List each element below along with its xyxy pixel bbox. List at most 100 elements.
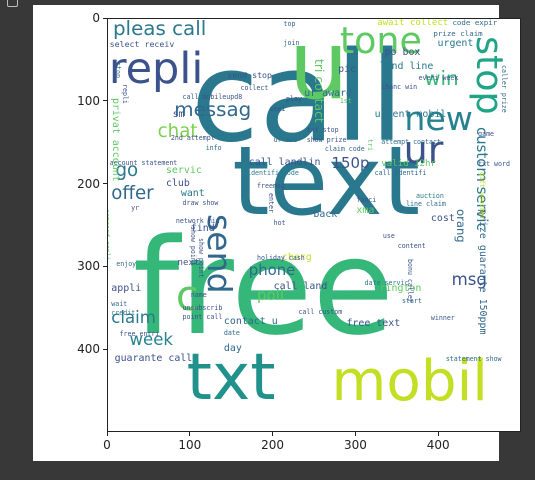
word-40: send stop xyxy=(227,70,273,81)
word-5: u xyxy=(288,18,349,121)
word-57: day xyxy=(223,342,242,354)
word-112: bonu caller xyxy=(405,259,414,303)
word-68: ur mob xyxy=(273,136,298,145)
y-tick-mark xyxy=(103,183,107,185)
word-96: date xyxy=(223,328,240,337)
word-101: game xyxy=(478,129,495,138)
y-tick-label: 400 xyxy=(77,342,100,357)
x-tick-mark xyxy=(354,432,356,436)
word-52: charg xyxy=(281,252,312,264)
word-82: network min xyxy=(175,216,220,225)
word-2: text xyxy=(232,126,421,237)
x-tick-mark xyxy=(189,432,191,436)
word-1: free xyxy=(132,210,395,365)
word-42: valid 12hr xyxy=(381,158,436,169)
word-63: call mobileupd8 xyxy=(182,92,243,101)
x-tick-mark xyxy=(106,432,108,436)
word-109: show point xyxy=(188,226,197,266)
word-95: point call xyxy=(182,312,223,321)
word-85: content xyxy=(397,241,426,250)
word-6: repli xyxy=(108,43,204,94)
word-28: prize guarante 150ppm xyxy=(477,209,489,335)
word-60: top xyxy=(283,20,296,29)
word-17: go xyxy=(115,160,139,182)
word-37: ur award xyxy=(304,88,353,100)
word-29: privat account xyxy=(109,97,121,182)
word-59: sm xyxy=(172,109,185,121)
word-87: enjoy xyxy=(116,259,137,268)
x-tick-label: 200 xyxy=(261,438,285,452)
word-4: mobil xyxy=(331,349,488,415)
y-tick-label: 100 xyxy=(77,93,100,108)
word-75: call identifi xyxy=(374,168,427,177)
word-53: call land xyxy=(273,281,328,293)
word-45: want xyxy=(180,187,205,199)
word-50: next xyxy=(177,258,200,269)
word-108: camcord repli xyxy=(107,209,111,262)
word-103: everi week xyxy=(418,74,459,83)
word-13: pleas call xyxy=(112,18,207,40)
word-89: name xyxy=(190,291,207,300)
x-tick-mark xyxy=(272,432,274,436)
word-105: caller prize xyxy=(500,64,509,113)
word-47: xma xyxy=(356,205,375,217)
y-tick-mark xyxy=(103,348,107,350)
word-33: urgent xyxy=(437,37,474,49)
word-56: free text xyxy=(346,317,401,329)
figure: call free text txt mobil u repli tone stop new ur s… xyxy=(33,5,521,461)
word-94: call custom xyxy=(298,307,343,316)
x-tick-label: 400 xyxy=(426,438,450,452)
output-collapse-icon[interactable] xyxy=(7,0,18,7)
word-10: ur xyxy=(403,127,444,172)
word-74: identifi code xyxy=(247,168,299,177)
word-76: freemsg xyxy=(257,181,285,190)
word-49: find xyxy=(190,222,215,234)
word-19: 150p xyxy=(331,153,370,172)
word-7: tone xyxy=(339,19,422,63)
x-tick-mark xyxy=(437,432,439,436)
word-54: rington xyxy=(379,282,422,294)
plot-area: call free text txt mobil u repli tone stop new ur s… xyxy=(107,18,521,432)
word-14: messag xyxy=(174,98,252,122)
word-51: appli xyxy=(111,282,142,294)
word-72: info xyxy=(205,143,222,152)
word-35: land line xyxy=(379,61,434,73)
y-tick-label: 200 xyxy=(77,176,100,191)
y-tick-mark xyxy=(103,100,107,102)
word-46: back xyxy=(313,209,338,221)
word-55: contact u xyxy=(223,316,278,328)
y-tick-mark xyxy=(103,17,107,19)
word-110: show point xyxy=(197,238,206,279)
word-73: account statement xyxy=(109,158,178,167)
word-15: chat xyxy=(157,120,198,142)
word-62: collect xyxy=(240,84,269,93)
word-66: 1st xyxy=(339,96,352,105)
word-98: free entri xyxy=(119,330,160,339)
word-90: start xyxy=(401,297,422,306)
word-61: join xyxy=(283,38,300,47)
word-24: msg xyxy=(451,269,487,289)
word-22: claim xyxy=(111,308,156,328)
word-91: wait xyxy=(111,299,128,308)
y-tick-label: 0 xyxy=(92,11,100,25)
word-44: club xyxy=(165,177,190,189)
word-79: auction xyxy=(416,191,444,200)
word-102: txt word xyxy=(478,160,510,169)
word-99: statement show xyxy=(445,354,502,363)
word-84: use xyxy=(382,231,395,240)
word-3: txt xyxy=(186,340,276,416)
word-23: week xyxy=(129,329,173,349)
word-78: fanci xyxy=(356,196,377,205)
word-81: yr xyxy=(131,204,140,213)
word-70: claim code xyxy=(324,144,365,153)
word-39: select receiv xyxy=(109,38,175,49)
word-113: gift voucher xyxy=(477,172,486,220)
word-12: c xyxy=(175,271,199,320)
word-43: servic xyxy=(165,165,202,177)
word-38: urgent mobil xyxy=(374,109,447,121)
word-20: phone xyxy=(248,261,296,280)
word-69: show prize xyxy=(306,136,347,145)
word-106: stop xyxy=(114,62,123,78)
word-71: 2nd attempt xyxy=(170,133,215,142)
word-36: pic xyxy=(338,63,357,75)
